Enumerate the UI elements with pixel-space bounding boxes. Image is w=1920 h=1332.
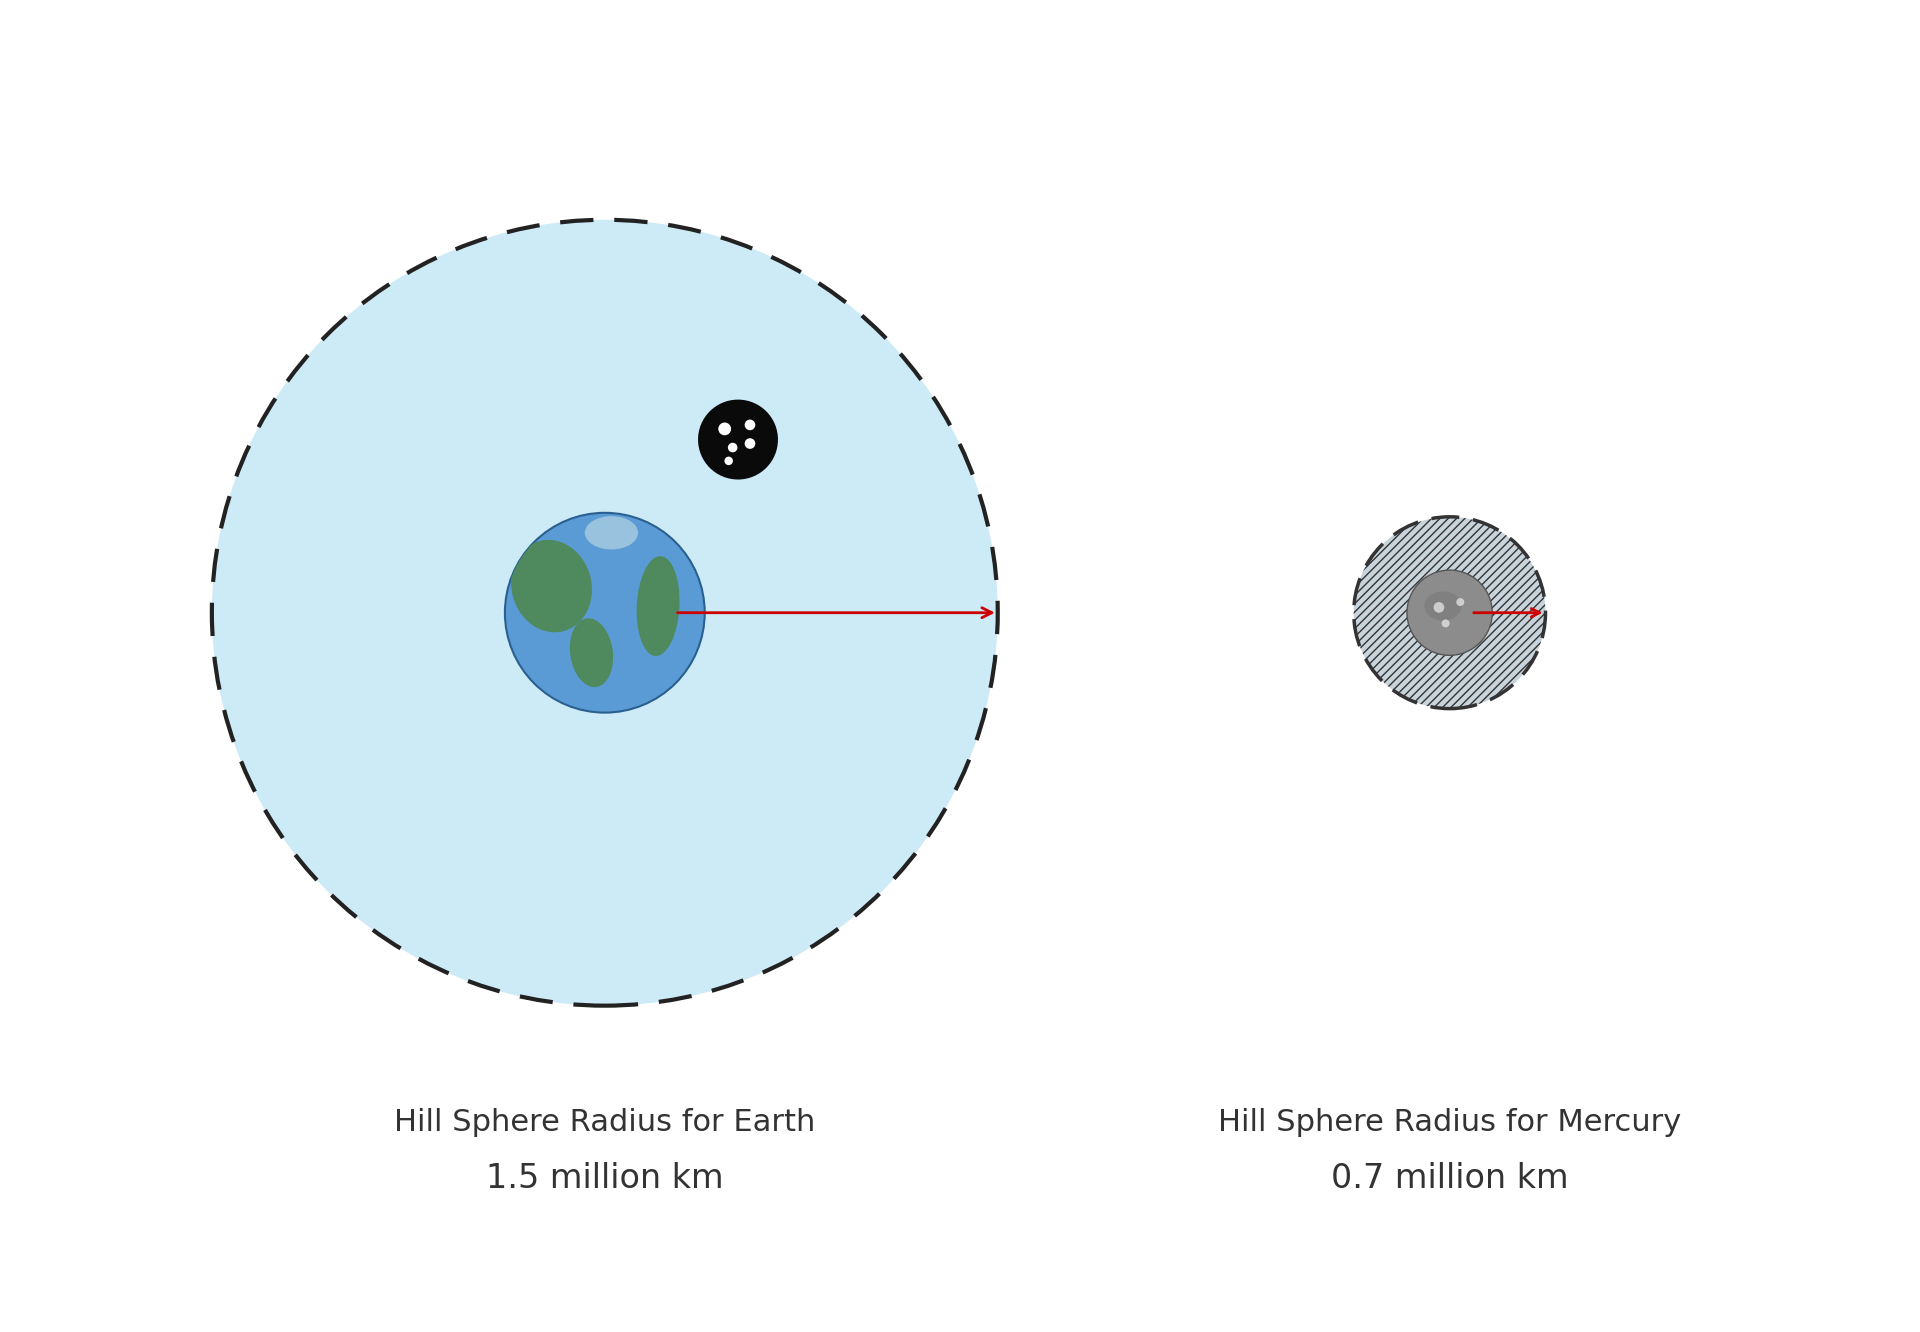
Circle shape [1442, 619, 1450, 627]
Circle shape [724, 457, 733, 465]
Circle shape [1434, 602, 1444, 613]
Circle shape [699, 400, 778, 480]
Circle shape [211, 220, 998, 1006]
Text: Hill Sphere Radius for Earth: Hill Sphere Radius for Earth [394, 1108, 816, 1138]
Text: Hill Sphere Radius for Mercury: Hill Sphere Radius for Mercury [1217, 1108, 1682, 1138]
Circle shape [745, 438, 755, 449]
Circle shape [718, 422, 732, 436]
Circle shape [505, 513, 705, 713]
Ellipse shape [1425, 591, 1461, 621]
Ellipse shape [511, 539, 591, 633]
Circle shape [745, 420, 755, 430]
Text: 0.7 million km: 0.7 million km [1331, 1163, 1569, 1195]
Ellipse shape [570, 618, 612, 687]
Text: 1.5 million km: 1.5 million km [486, 1163, 724, 1195]
Circle shape [728, 442, 737, 453]
Circle shape [1407, 570, 1492, 655]
Circle shape [1455, 598, 1465, 606]
Ellipse shape [586, 515, 637, 549]
Ellipse shape [637, 557, 680, 655]
Circle shape [1354, 517, 1546, 709]
